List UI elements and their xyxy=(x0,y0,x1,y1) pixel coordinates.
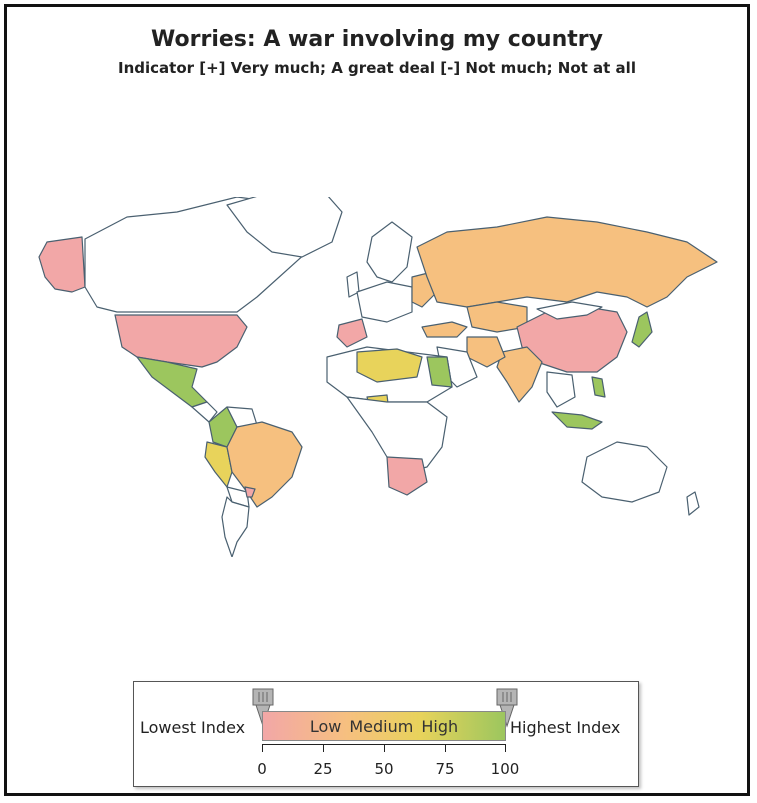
legend-lowest-label: Lowest Index xyxy=(140,718,246,737)
legend-tick-label: 100 xyxy=(490,760,520,778)
legend-medium-label: Medium xyxy=(349,716,414,736)
region-philippines[interactable] xyxy=(591,376,606,398)
region-greenland[interactable] xyxy=(226,197,343,258)
legend-gradient-bar: Low Medium High xyxy=(262,711,506,741)
region-spain[interactable] xyxy=(336,318,368,348)
legend-tick xyxy=(505,745,506,752)
region-central-america[interactable] xyxy=(191,401,218,423)
region-argentina[interactable] xyxy=(221,496,250,557)
region-south-africa[interactable] xyxy=(386,456,428,496)
region-brazil[interactable] xyxy=(226,421,303,508)
region-central-africa[interactable] xyxy=(346,396,448,473)
map-subtitle: Indicator [+] Very much; A great deal [-… xyxy=(118,59,636,77)
legend-left-handle[interactable] xyxy=(252,688,274,728)
legend-tick-label: 50 xyxy=(374,760,394,778)
legend-box: Lowest Index Highest Index Low Medium Hi… xyxy=(133,681,639,787)
legend-tick-label: 0 xyxy=(257,760,267,778)
map-frame: Worries: A war involving my country Indi… xyxy=(4,4,750,796)
legend-tick xyxy=(445,745,446,752)
legend-high-label: High xyxy=(421,716,459,736)
legend-highest-label: Highest Index xyxy=(510,718,621,737)
region-turkey[interactable] xyxy=(421,321,468,338)
world-map xyxy=(38,197,718,557)
legend-axis xyxy=(262,744,506,752)
region-argentina-strip[interactable] xyxy=(244,486,256,498)
legend-low-label: Low xyxy=(309,716,342,736)
legend-tick xyxy=(384,745,385,752)
region-egypt[interactable] xyxy=(426,356,453,388)
legend-tick-label: 75 xyxy=(435,760,455,778)
region-usa[interactable] xyxy=(114,314,248,368)
region-new-zealand[interactable] xyxy=(686,491,700,516)
region-australia[interactable] xyxy=(581,441,668,503)
region-indochina[interactable] xyxy=(546,371,576,408)
region-mongolia[interactable] xyxy=(536,301,603,320)
region-western-europe[interactable] xyxy=(356,281,413,323)
region-alaska[interactable] xyxy=(38,236,86,293)
region-scandinavia[interactable] xyxy=(366,221,413,283)
region-algeria-libya[interactable] xyxy=(356,348,423,383)
legend-tick-label: 25 xyxy=(313,760,333,778)
legend-tick xyxy=(262,745,263,752)
region-indonesia[interactable] xyxy=(551,411,603,430)
legend-tick xyxy=(323,745,324,752)
region-india[interactable] xyxy=(496,346,543,403)
map-title: Worries: A war involving my country xyxy=(151,27,603,52)
region-japan[interactable] xyxy=(631,311,653,348)
region-russia[interactable] xyxy=(416,216,718,308)
